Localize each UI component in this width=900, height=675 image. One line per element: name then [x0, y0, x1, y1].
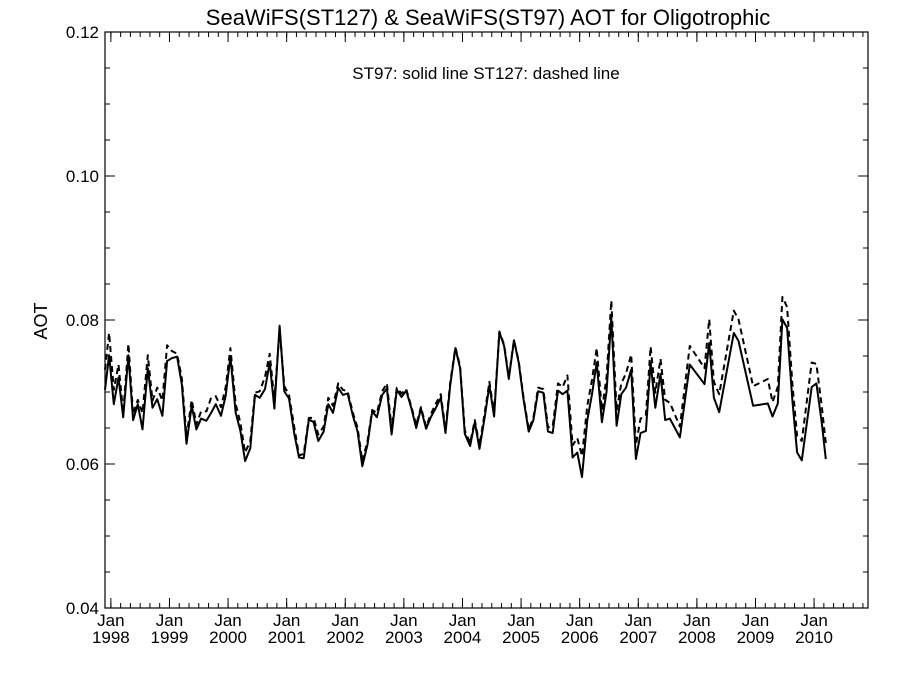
- x-tick-year-label: 2009: [737, 628, 775, 647]
- line-style-note: ST97: solid line ST127: dashed line: [352, 64, 619, 83]
- series-line-st97: [104, 316, 827, 478]
- x-tick-month-label: Jan: [625, 611, 652, 630]
- x-tick-year-label: 2002: [326, 628, 364, 647]
- x-tick-month-label: Jan: [214, 611, 241, 630]
- x-tick-year-label: 2008: [678, 628, 716, 647]
- x-tick-year-label: 2005: [502, 628, 540, 647]
- x-tick-year-label: 2010: [795, 628, 833, 647]
- y-tick-label: 0.04: [66, 599, 99, 618]
- x-tick-year-label: 2007: [619, 628, 657, 647]
- y-axis-ticks: 0.04 0.06 0.08 0.10 0.12: [66, 23, 868, 618]
- x-tick-year-label: 1998: [92, 628, 130, 647]
- x-tick-month-label: Jan: [390, 611, 417, 630]
- y-tick-label: 0.06: [66, 455, 99, 474]
- x-tick-month-label: Jan: [566, 611, 593, 630]
- x-tick-month-label: Jan: [97, 611, 124, 630]
- x-tick-year-label: 2004: [444, 628, 482, 647]
- x-tick-month-label: Jan: [273, 611, 300, 630]
- x-tick-month-label: Jan: [800, 611, 827, 630]
- x-tick-year-label: 2001: [268, 628, 306, 647]
- x-tick-year-label: 1999: [151, 628, 189, 647]
- x-tick-month-label: Jan: [742, 611, 769, 630]
- y-tick-label: 0.12: [66, 23, 99, 42]
- y-tick-label: 0.08: [66, 311, 99, 330]
- y-tick-label: 0.10: [66, 167, 99, 186]
- x-tick-year-label: 2003: [385, 628, 423, 647]
- x-tick-year-label: 2006: [561, 628, 599, 647]
- plot-frame: [104, 31, 869, 609]
- y-axis-label: AOT: [31, 302, 51, 339]
- chart-title: SeaWiFS(ST127) & SeaWiFS(ST97) AOT for O…: [206, 5, 770, 30]
- x-axis-ticks: Jan1998Jan1999Jan2000Jan2001Jan2002Jan20…: [92, 32, 864, 647]
- x-tick-month-label: Jan: [683, 611, 710, 630]
- x-tick-month-label: Jan: [507, 611, 534, 630]
- series-line-st127: [104, 296, 827, 463]
- series-layer: [104, 296, 827, 478]
- x-tick-year-label: 2000: [209, 628, 247, 647]
- x-tick-month-label: Jan: [332, 611, 359, 630]
- x-tick-month-label: Jan: [156, 611, 183, 630]
- x-tick-month-label: Jan: [449, 611, 476, 630]
